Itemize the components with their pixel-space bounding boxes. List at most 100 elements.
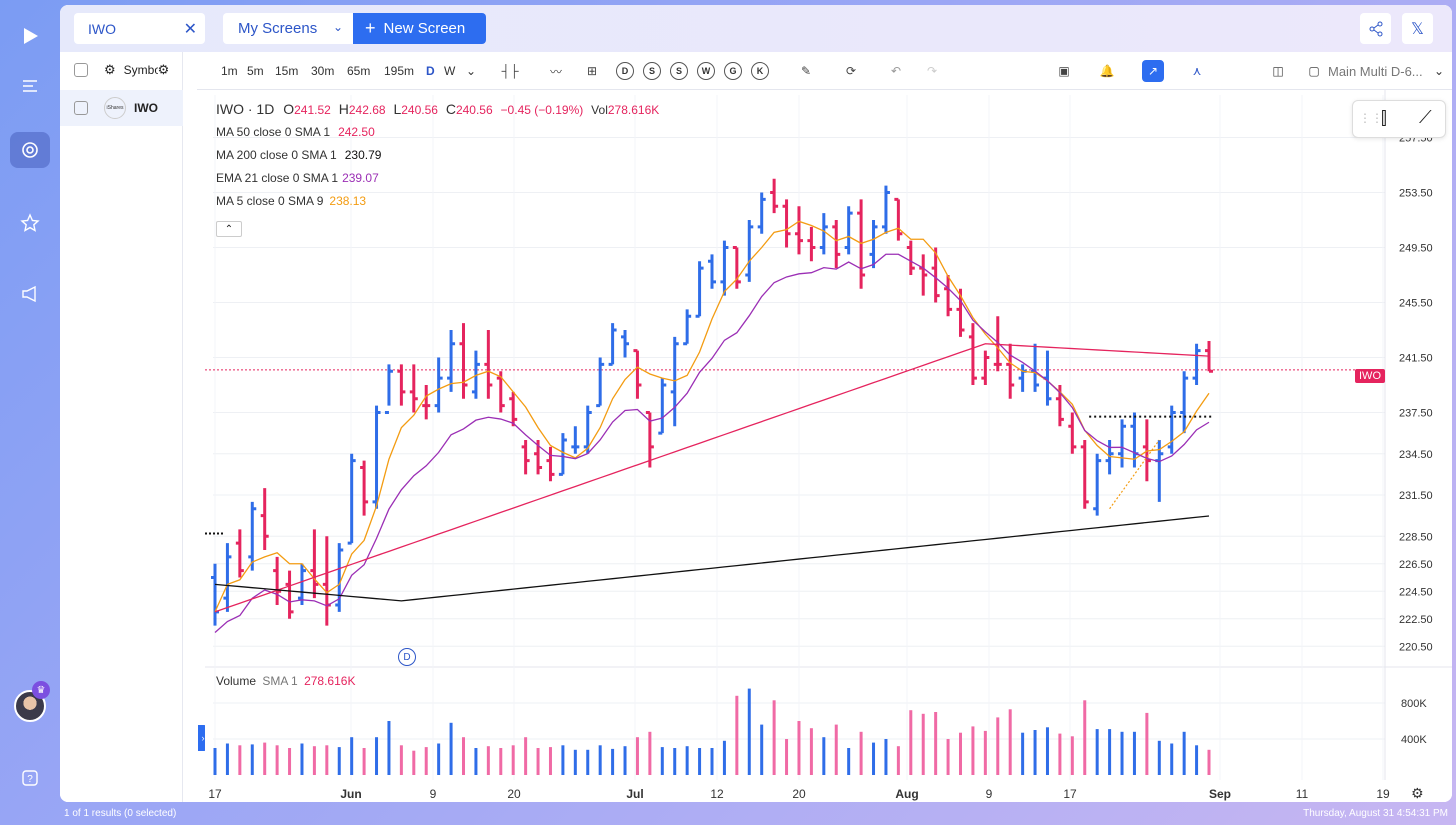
gear-icon[interactable]: ⚙ [104,62,116,77]
megaphone-icon[interactable] [10,276,50,312]
volume-bar [611,748,615,775]
legend-h-label: H [338,101,349,117]
volume-bar [685,746,689,775]
volume-bar [1108,729,1112,775]
pencil-icon[interactable]: ✎ [800,64,812,78]
volume-bar [586,749,590,775]
indicators-icon[interactable]: 〰 [549,64,562,79]
volume-bar [462,737,465,775]
volume-bar [1045,727,1049,775]
period-g[interactable]: G [724,62,742,80]
list-item[interactable]: iShares IWO [60,90,183,126]
period-w[interactable]: W [697,62,715,80]
volume-bar [362,748,366,775]
collapse-legend-button[interactable]: ⌃ [216,221,242,237]
drawing-tools: ⋮⋮ ⫿ ⟋ [1352,100,1446,138]
refresh-icon[interactable]: ⟳ [845,64,857,78]
x-tick-label: Sep [1209,787,1231,801]
my-screens-label: My Screens [238,20,318,37]
legend-high: 242.68 [348,103,386,117]
interval-195m[interactable]: 195m [384,64,415,78]
undo-icon[interactable]: ↶ [890,64,902,78]
app-window: IWO ✕ My Screens ⌄ + New Screen 𝕏 ⚙ Symb… [60,5,1452,802]
layout-select[interactable]: Main Multi D-6... [1328,64,1423,79]
legend-ma50-value: 242.50 [338,125,375,139]
volume-bar [698,748,702,775]
plus-icon: + [365,18,376,38]
select-all-checkbox[interactable] [74,63,88,77]
legend-ma5-label: MA 5 close 0 SMA 9 [216,194,324,208]
volume-bar [1145,712,1149,775]
help-icon[interactable]: ? [10,760,50,796]
volume-bar [946,739,950,775]
legend-symbol: IWO · 1D [216,101,275,117]
grid-icon[interactable]: ⊞ [586,64,598,78]
period-k[interactable]: K [751,62,769,80]
volume-bar [1095,729,1099,775]
redo-icon[interactable]: ↷ [926,64,938,78]
volume-bar [822,737,826,775]
menu-icon[interactable] [10,68,50,104]
sidebar-header: ⚙ Symbol ⚙ [60,52,183,88]
row-checkbox[interactable] [74,101,88,115]
star-icon[interactable] [10,205,50,241]
settings-icon[interactable]: ⚙ [157,62,170,77]
volume-bar [834,724,838,775]
interval-15m[interactable]: 15m [275,64,299,78]
share-icon[interactable] [1360,13,1391,44]
x-tick-label: 20 [507,787,521,801]
volume-bar [909,710,913,775]
volume-bar [511,745,515,775]
layout-icon[interactable]: ◫ [1272,64,1284,78]
volume-bar [673,748,677,775]
screener-icon[interactable] [10,132,50,168]
trendline-tool-icon[interactable]: ⟋ [1419,107,1432,127]
price-tick-label: 228.50 [1399,531,1433,543]
interval-d[interactable]: D [426,64,435,78]
volume-bar [635,737,639,775]
volume-bar [387,721,391,775]
logo-play-icon[interactable] [10,18,50,54]
period-s2[interactable]: S [670,62,688,80]
new-screen-button[interactable]: + New Screen [353,13,486,44]
my-screens-dropdown[interactable]: My Screens ⌄ [223,13,353,44]
bar-style-icon[interactable]: ┤├ [501,64,519,78]
interval-65m[interactable]: 65m [347,64,371,78]
candle-tool-icon[interactable]: ⫿ [1381,108,1387,128]
expand-sidebar-button[interactable]: › [198,725,208,751]
volume-bar [548,747,552,775]
legend-vol-label: Vol [591,103,608,117]
interval-w[interactable]: W [444,64,456,78]
calendar-icon[interactable]: ▣ [1058,64,1070,78]
volume-bar [275,745,279,775]
volume-bar [300,743,304,775]
chevron-down-icon[interactable]: ⌄ [466,64,477,78]
volume-bar [1170,743,1174,775]
price-chart[interactable]: 257.50253.50249.50245.50241.50237.50234.… [205,90,1452,802]
close-icon[interactable]: ✕ [183,21,197,38]
crown-icon: ♛ [32,681,50,699]
legend-l-label: L [393,101,402,117]
ema21-line [214,253,1210,633]
drag-handle-icon[interactable]: ⋮⋮ [1359,111,1383,125]
interval-5m[interactable]: 5m [247,64,264,78]
volume-bar [896,746,900,775]
dividend-marker[interactable]: D [398,648,416,666]
period-d[interactable]: D [616,62,634,80]
volume-bar [375,737,379,775]
chart-area[interactable]: 257.50 253.50 249.50 245.50 241.50 237.50 234.… [205,90,1452,802]
volume-bar [760,724,764,775]
period-s1[interactable]: S [643,62,661,80]
ma50-line [214,343,1210,613]
interval-1m[interactable]: 1m [221,64,238,78]
chart-type-icon[interactable]: ↗ [1142,60,1164,82]
volume-bar [847,748,851,775]
chevron-down-icon[interactable]: ⌄ [1434,64,1445,78]
legend-ema21-label: EMA 21 close 0 SMA 1 [216,171,339,185]
node-icon[interactable]: ⋏ [1192,64,1202,78]
interval-30m[interactable]: 30m [311,64,335,78]
volume-bar [1157,740,1161,775]
bell-icon[interactable]: 🔔 [1099,64,1115,78]
symbol-tab[interactable]: IWO ✕ [74,13,205,44]
x-social-icon[interactable]: 𝕏 [1402,13,1433,44]
